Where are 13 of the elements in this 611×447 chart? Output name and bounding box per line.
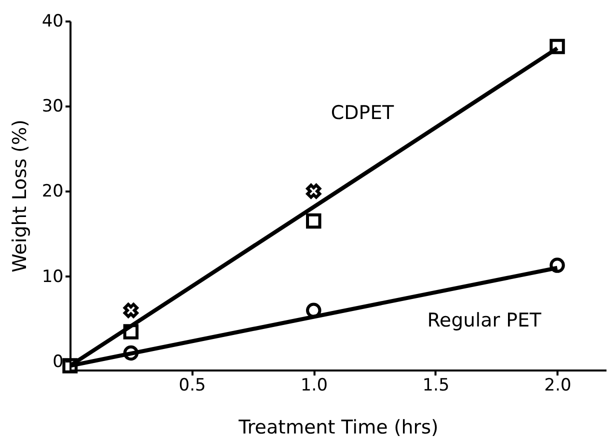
x-axis-title: Treatment Time (hrs) (238, 416, 438, 438)
x-tick-label: 1.0 (300, 376, 328, 396)
y-tick-label: 40 (42, 12, 64, 32)
x-tick-label: 1.5 (422, 376, 450, 396)
y-axis-title: Weight Loss (%) (8, 120, 31, 272)
x-tick-label: 0.5 (178, 376, 206, 396)
series-label: Regular PET (427, 310, 542, 332)
y-tick-label: 30 (42, 96, 64, 117)
x-tick-label: 2.0 (544, 376, 572, 396)
y-tick-label: 0 (52, 352, 64, 372)
series-label: CDPET (330, 102, 394, 124)
y-tick-label: 20 (42, 182, 64, 202)
y-tick-label: 10 (42, 266, 64, 287)
